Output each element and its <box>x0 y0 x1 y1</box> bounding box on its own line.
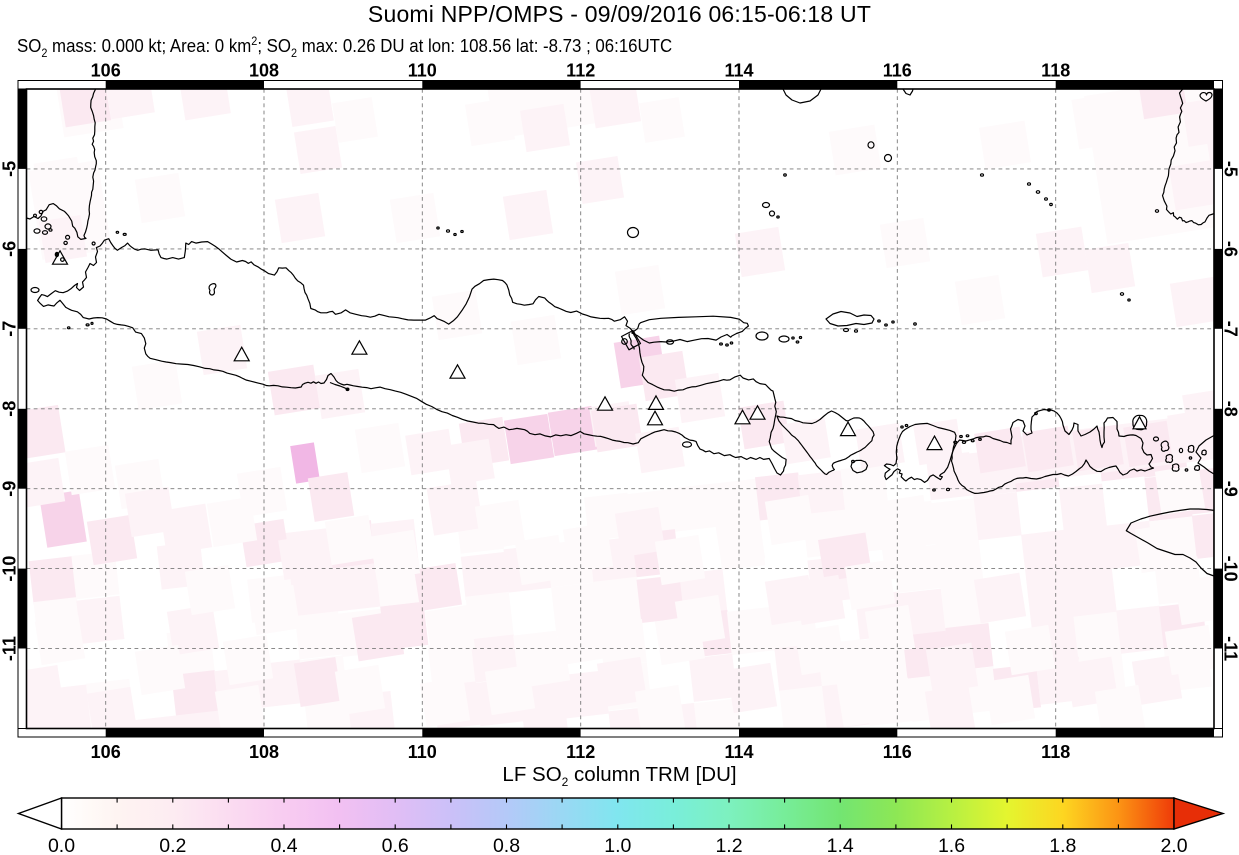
svg-text:-8: -8 <box>0 401 20 417</box>
svg-text:1.6: 1.6 <box>938 835 965 855</box>
svg-text:-7: -7 <box>0 321 20 337</box>
svg-text:-11: -11 <box>1220 636 1239 661</box>
svg-text:114: 114 <box>724 61 753 81</box>
svg-text:108: 108 <box>249 61 279 81</box>
svg-text:118: 118 <box>1041 61 1070 81</box>
svg-text:110: 110 <box>408 61 437 81</box>
svg-text:0.2: 0.2 <box>159 835 186 855</box>
svg-text:0.4: 0.4 <box>270 835 297 855</box>
svg-text:-10: -10 <box>1220 556 1239 582</box>
svg-text:116: 116 <box>883 742 912 762</box>
svg-text:110: 110 <box>408 742 437 762</box>
svg-text:-11: -11 <box>0 636 20 661</box>
svg-text:-6: -6 <box>0 241 20 257</box>
svg-text:-5: -5 <box>1220 161 1239 177</box>
svg-text:1.4: 1.4 <box>827 835 854 855</box>
svg-text:108: 108 <box>249 742 279 762</box>
svg-text:-5: -5 <box>0 161 20 177</box>
svg-text:118: 118 <box>1041 742 1070 762</box>
svg-text:1.8: 1.8 <box>1049 835 1076 855</box>
svg-text:0.6: 0.6 <box>382 835 409 855</box>
svg-text:0.8: 0.8 <box>493 835 520 855</box>
svg-text:-9: -9 <box>0 481 20 497</box>
svg-text:2.0: 2.0 <box>1160 835 1187 855</box>
svg-text:114: 114 <box>724 742 753 762</box>
svg-text:1.2: 1.2 <box>715 835 742 855</box>
svg-text:-9: -9 <box>1220 481 1239 497</box>
svg-text:-8: -8 <box>1220 401 1239 417</box>
svg-text:-10: -10 <box>0 556 20 582</box>
svg-text:0.0: 0.0 <box>48 835 75 855</box>
svg-text:-6: -6 <box>1220 241 1239 257</box>
svg-text:-7: -7 <box>1220 321 1239 337</box>
svg-text:116: 116 <box>883 61 912 81</box>
svg-text:106: 106 <box>91 742 121 762</box>
svg-text:112: 112 <box>566 742 595 762</box>
svg-text:106: 106 <box>91 61 121 81</box>
svg-text:112: 112 <box>566 61 595 81</box>
svg-text:1.0: 1.0 <box>604 835 631 855</box>
